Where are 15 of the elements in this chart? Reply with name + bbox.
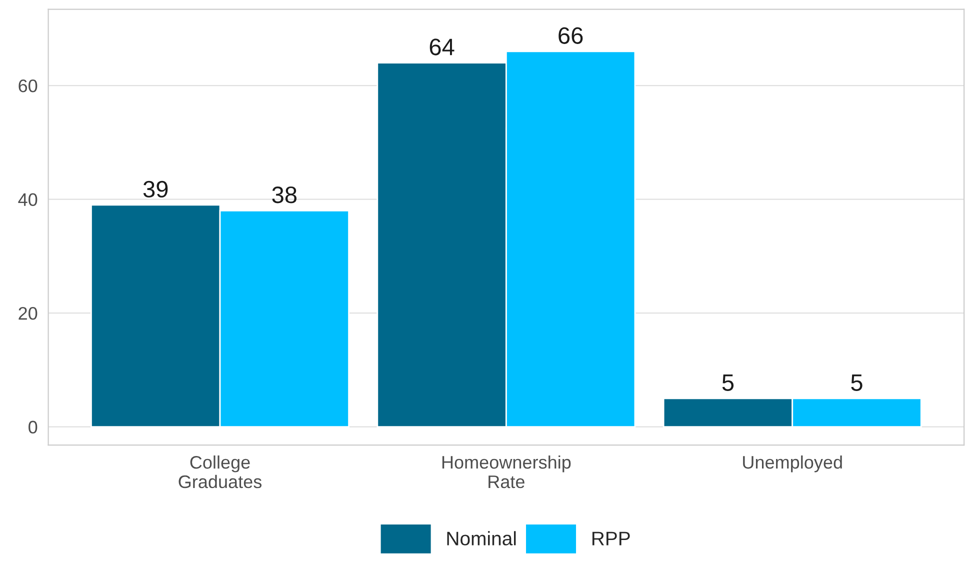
data-label: 39 — [143, 180, 168, 198]
y-tick-label: 20 — [18, 307, 38, 320]
data-label: 5 — [851, 374, 862, 391]
data-label: 66 — [558, 27, 583, 44]
y-tick-label: 40 — [18, 193, 38, 206]
data-label: 38 — [272, 186, 296, 204]
x-tick-label: Homeownership Rate — [442, 455, 571, 488]
x-tick-label: College Graduates — [178, 455, 262, 488]
legend-label: Nominal — [447, 531, 516, 546]
y-tick-label: 60 — [18, 79, 38, 92]
y-tick-label: 0 — [28, 420, 38, 434]
data-label: 64 — [430, 38, 454, 56]
legend-label: RPP — [592, 532, 630, 546]
data-label: 5 — [722, 374, 734, 391]
x-tick-label: Unemployed — [743, 455, 842, 472]
